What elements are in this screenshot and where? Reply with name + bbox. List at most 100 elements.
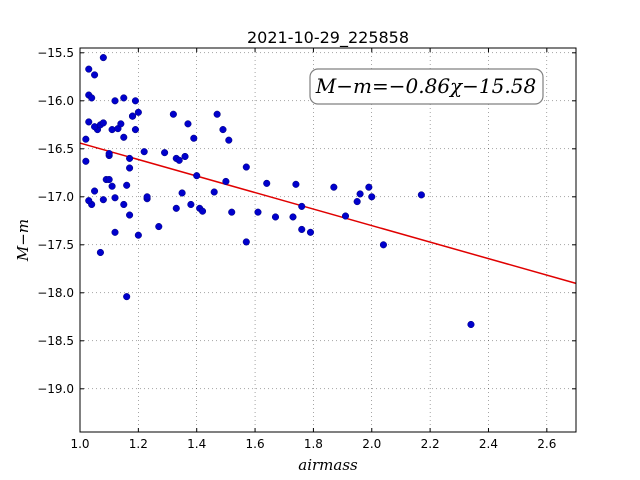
x-tick-label: 2.0 xyxy=(362,437,381,451)
data-point xyxy=(128,112,137,120)
y-tick-label: −15.5 xyxy=(37,46,74,60)
equation-annotation: M−m=−0.86χ−15.58 xyxy=(309,68,544,105)
data-point xyxy=(292,180,300,188)
equation-box xyxy=(309,68,544,105)
data-point xyxy=(219,126,227,134)
data-point xyxy=(82,135,90,143)
axis-ticks xyxy=(79,48,576,432)
data-point xyxy=(210,188,218,196)
x-tick-label: 2.4 xyxy=(479,437,498,451)
data-point xyxy=(181,152,189,161)
data-point xyxy=(120,133,128,141)
x-tick-label: 1.6 xyxy=(246,437,265,451)
data-point xyxy=(172,204,180,212)
data-point xyxy=(298,202,306,210)
data-point xyxy=(108,126,116,134)
data-point xyxy=(143,193,151,201)
data-point xyxy=(417,191,425,199)
data-point xyxy=(228,208,236,216)
data-point xyxy=(131,97,139,105)
data-point xyxy=(123,293,131,301)
data-point xyxy=(368,193,376,201)
y-tick-label: −18.5 xyxy=(37,334,74,348)
y-tick-label: −17.0 xyxy=(37,190,74,204)
data-point xyxy=(123,181,131,189)
data-point xyxy=(222,177,230,185)
data-point xyxy=(85,118,93,126)
plot-frame xyxy=(79,47,577,433)
data-point xyxy=(330,183,338,191)
y-tick-label: −19.0 xyxy=(37,382,74,396)
data-point xyxy=(91,187,99,195)
data-point xyxy=(111,97,119,105)
data-point xyxy=(242,163,250,171)
y-tick-label: −16.0 xyxy=(37,94,74,108)
data-point xyxy=(379,241,387,249)
data-point xyxy=(225,136,233,144)
x-tick-label: 2.2 xyxy=(421,437,440,451)
chart-title: 2021-10-29_225858 xyxy=(247,28,409,48)
data-point xyxy=(193,172,201,180)
data-point xyxy=(198,207,207,215)
fit-line xyxy=(79,142,577,285)
data-point xyxy=(120,94,128,102)
x-tick-label: 1.8 xyxy=(304,437,323,451)
data-point xyxy=(96,248,104,257)
grid-lines xyxy=(80,48,576,432)
data-point xyxy=(117,120,125,128)
data-point xyxy=(213,110,221,118)
data-point xyxy=(126,154,134,162)
data-point xyxy=(140,148,148,156)
data-point xyxy=(271,213,280,221)
data-point xyxy=(289,213,297,221)
data-point xyxy=(161,149,169,157)
y-tick-label: −16.5 xyxy=(37,142,74,156)
data-point xyxy=(99,196,107,204)
x-tick-label: 1.0 xyxy=(70,437,89,451)
data-point xyxy=(341,212,350,220)
data-points xyxy=(82,54,475,329)
data-point xyxy=(178,189,186,197)
data-point xyxy=(105,150,113,158)
data-point xyxy=(263,179,271,187)
data-point xyxy=(91,71,99,79)
data-point xyxy=(306,228,315,236)
x-axis-label: airmass xyxy=(298,456,358,474)
data-point xyxy=(82,157,90,165)
data-point xyxy=(99,119,107,127)
data-point xyxy=(365,183,373,191)
data-point xyxy=(190,134,198,142)
data-point xyxy=(184,120,192,128)
data-point xyxy=(111,228,119,236)
data-point xyxy=(298,225,306,233)
data-point xyxy=(242,238,250,246)
data-point xyxy=(126,164,134,172)
data-point xyxy=(169,110,177,118)
x-tick-label: 1.4 xyxy=(187,437,206,451)
data-point xyxy=(111,194,119,202)
y-tick-label: −17.5 xyxy=(37,238,74,252)
data-point xyxy=(99,54,107,62)
x-tick-label: 1.2 xyxy=(129,437,148,451)
x-tick-label: 2.6 xyxy=(537,437,556,451)
data-point xyxy=(126,211,134,219)
data-point xyxy=(105,175,113,184)
y-tick-labels: −15.5 −16.0 −16.5 −17.0 −17.5 −18.0 −18.5 −19.0 xyxy=(37,46,74,396)
x-tick-labels: 1.0 1.2 1.4 1.6 1.8 2.0 2.2 2.4 2.6 xyxy=(70,437,556,451)
data-point xyxy=(131,126,139,134)
y-tick-label: −18.0 xyxy=(37,286,74,300)
data-point xyxy=(134,108,142,116)
data-point xyxy=(353,198,361,206)
equation-text: M−m=−0.86χ−15.58 xyxy=(315,74,536,98)
data-point xyxy=(254,208,262,216)
data-point xyxy=(85,197,93,205)
data-point xyxy=(88,94,96,102)
data-point xyxy=(467,320,475,329)
data-point xyxy=(187,200,195,209)
fit-line-group xyxy=(79,142,577,285)
y-axis-label: M−m xyxy=(14,219,32,262)
data-point xyxy=(120,200,128,209)
data-point xyxy=(108,182,116,190)
data-point xyxy=(356,190,364,198)
